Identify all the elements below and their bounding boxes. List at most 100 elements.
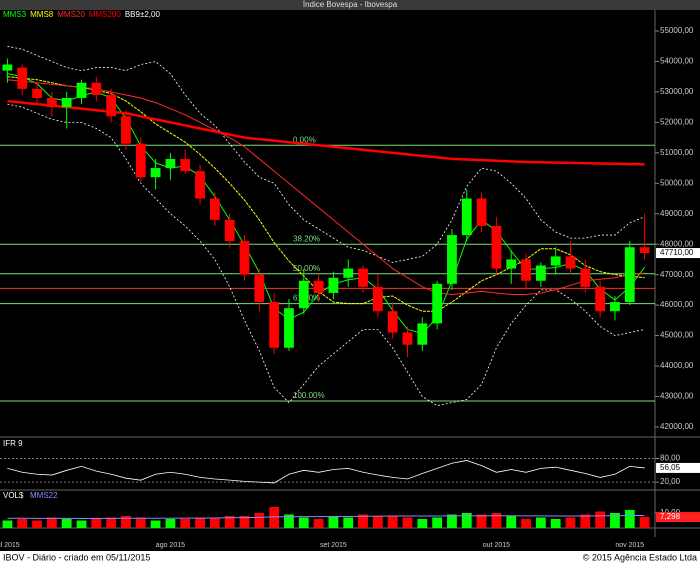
- candle-body: [165, 158, 176, 169]
- last-value-label: 7,298: [660, 512, 681, 521]
- volume-bar: [254, 513, 265, 528]
- volume-bar: [328, 516, 339, 528]
- volume-bar: [461, 513, 472, 528]
- volume-bar: [417, 519, 428, 528]
- y-tick-label: 48000,00: [660, 239, 694, 248]
- volume-bar: [358, 514, 368, 528]
- candle-body: [121, 116, 131, 144]
- x-tick-label: nov 2015: [615, 542, 644, 549]
- volume-bar: [387, 516, 398, 528]
- y-tick-label: 46000,00: [660, 300, 694, 309]
- candle-body: [135, 143, 146, 178]
- fibonacci-label: 100.00%: [293, 391, 325, 400]
- volume-bar: [269, 507, 280, 528]
- y-tick-label: 49000,00: [660, 209, 694, 218]
- candle-body: [328, 277, 339, 293]
- panel-title: IFR 9: [3, 439, 23, 448]
- candle-body: [284, 308, 294, 348]
- volume-bar: [506, 516, 517, 528]
- volume-bar: [432, 517, 443, 528]
- volume-bar: [595, 511, 606, 528]
- candle-body: [269, 302, 280, 348]
- candle-body: [76, 82, 87, 99]
- volume-bar: [76, 520, 87, 528]
- indicator-line: [7, 460, 645, 484]
- last-value-box: [656, 248, 700, 259]
- bollinger-upper: [7, 45, 645, 263]
- x-tick-label: set 2015: [320, 542, 347, 549]
- y-tick-label: 43000,00: [660, 392, 694, 401]
- legend-entry: MMS3: [3, 10, 27, 19]
- y-tick-label: 20,00: [660, 477, 681, 486]
- volume-bar: [535, 517, 546, 528]
- volume-bar: [91, 519, 102, 528]
- y-tick-label: 51000,00: [660, 148, 694, 157]
- legend-entry: MMS8: [30, 10, 54, 19]
- candle-body: [491, 225, 502, 269]
- candle-body: [550, 256, 561, 266]
- candle-body: [535, 265, 546, 281]
- candle-body: [447, 235, 457, 284]
- volume-bar: [150, 520, 161, 528]
- candle-body: [580, 268, 591, 287]
- candle-body: [624, 247, 635, 303]
- candle-body: [239, 241, 250, 275]
- candle-body: [506, 259, 517, 269]
- volume-bar: [402, 517, 413, 528]
- candle-body: [17, 67, 28, 89]
- y-tick-label: 44000,00: [660, 361, 694, 370]
- x-tick-label: jul 2015: [0, 542, 20, 549]
- candle-body: [91, 82, 102, 95]
- volume-bar: [343, 517, 354, 528]
- volume-bar: [32, 520, 42, 528]
- volume-bar: [61, 519, 72, 528]
- legend-entry: MMS20: [57, 10, 85, 19]
- candle-body: [32, 88, 42, 99]
- y-tick-label: 50000,00: [660, 178, 694, 187]
- volume-bar: [180, 519, 191, 528]
- moving-average: [7, 76, 645, 312]
- candle-body: [209, 198, 220, 220]
- footer-right: © 2015 Agência Estado Ltda: [583, 552, 697, 562]
- candle-body: [180, 158, 191, 172]
- candle-body: [224, 219, 235, 242]
- y-tick-label: 80,00: [660, 454, 681, 463]
- volume-bar: [580, 514, 591, 528]
- volume-bar: [565, 517, 576, 528]
- y-tick-label: 55000,00: [660, 26, 694, 35]
- volume-bar: [165, 519, 176, 528]
- candle-body: [402, 332, 413, 345]
- last-value-label: 56,05: [660, 463, 681, 472]
- y-tick-label: 53000,00: [660, 87, 694, 96]
- candle-body: [61, 98, 72, 108]
- volume-bar: [521, 519, 531, 528]
- volume-bar: [639, 517, 650, 528]
- fibonacci-label: 0.00%: [293, 135, 316, 144]
- window-title: Índice Bovespa - Ibovespa: [303, 0, 398, 9]
- y-tick-label: 52000,00: [660, 117, 694, 126]
- footer-bar: [0, 551, 700, 564]
- panel-title: VOL$: [3, 491, 24, 500]
- volume-bar: [135, 517, 146, 528]
- legend-entry: MMS22: [30, 491, 58, 500]
- volume-bar: [284, 514, 294, 528]
- legend-entry: BB9±2,00: [125, 10, 161, 19]
- footer-left: IBOV - Diário - criado em 05/11/2015: [3, 552, 150, 562]
- volume-bar: [624, 510, 635, 528]
- volume-bar: [313, 519, 324, 528]
- last-value-label: 47710,00: [660, 248, 694, 257]
- y-tick-label: 54000,00: [660, 57, 694, 66]
- candle-body: [372, 286, 383, 312]
- candle-body: [610, 302, 620, 312]
- volume-bar: [209, 517, 220, 528]
- candle-body: [106, 94, 117, 117]
- candle-body: [595, 286, 606, 312]
- candle-body: [358, 268, 368, 287]
- volume-bar: [195, 517, 205, 528]
- last-value-box: [656, 512, 700, 523]
- x-tick-label: out 2015: [483, 542, 510, 549]
- volume-bar: [17, 519, 28, 528]
- x-tick-label: ago 2015: [156, 542, 185, 549]
